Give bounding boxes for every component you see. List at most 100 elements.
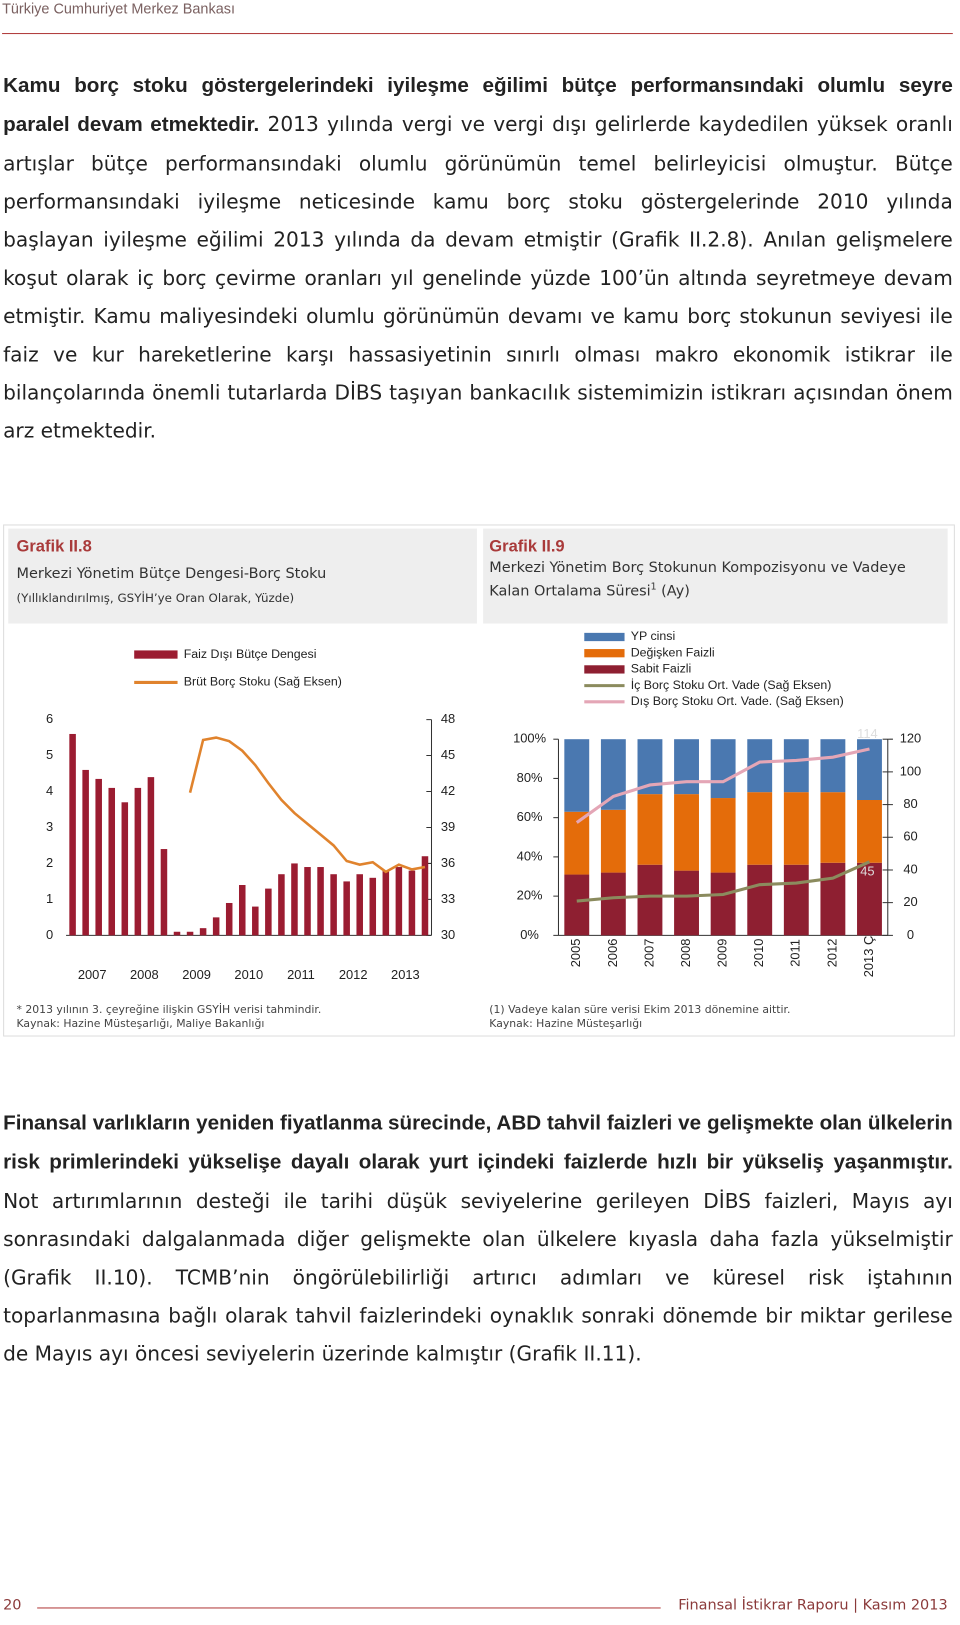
legend-label: Değişken Faizli [631, 645, 715, 659]
y-tick-label: 3 [46, 819, 53, 834]
legend-label: İç Borç Stoku Ort. Vade (Sağ Eksen) [631, 678, 832, 692]
legend-swatch [584, 632, 625, 642]
bar [160, 849, 168, 936]
bar-segment [857, 739, 882, 801]
legend-swatch [134, 650, 178, 659]
x-tick-label: 2006 [605, 939, 620, 968]
y-tick-label: 40% [517, 848, 543, 863]
x-tick-label: 2008 [130, 967, 159, 982]
x-tick-label: 2009 [182, 967, 211, 982]
data-label: 45 [860, 864, 874, 879]
y2-tick-label: 36 [441, 855, 455, 870]
y-tick-label: 6 [46, 711, 53, 726]
page-number: 20 [3, 1597, 22, 1614]
y-tick-label: 1 [46, 891, 53, 906]
x-tick-label: 2007 [78, 967, 107, 982]
bar-segment [637, 794, 663, 865]
chart-label: Grafik II.8 [16, 537, 92, 556]
bar [199, 928, 207, 936]
x-tick-label: 2010 [751, 939, 766, 968]
chart-panel [3, 524, 955, 1037]
y2-tick-label: 80 [903, 796, 917, 811]
bar-segment [820, 792, 846, 863]
bar [186, 931, 194, 936]
chart-title-box [8, 528, 477, 624]
legend-swatch [584, 649, 625, 658]
bar-segment [564, 739, 590, 812]
bar [278, 874, 285, 936]
x-tick-label: 2013 [391, 967, 420, 982]
chart-note: Kaynak: Hazine Müsteşarlığı, Maliye Baka… [16, 1017, 265, 1031]
legend-label: Brüt Borç Stoku (Sağ Eksen) [184, 675, 342, 689]
bar [265, 888, 272, 936]
x-tick-label: 2005 [568, 939, 583, 968]
legend-swatch [584, 665, 625, 674]
y2-tick-label: 0 [907, 927, 914, 942]
bar [69, 733, 76, 936]
x-tick-label: 2007 [641, 939, 656, 968]
chart-note: Kaynak: Hazine Müsteşarlığı [489, 1017, 643, 1031]
x-tick-label: 2013 Ç3 [861, 929, 876, 978]
header-institution: Türkiye Cumhuriyet Merkez Bankası [2, 0, 235, 17]
legend-label: YP cinsi [631, 629, 675, 643]
y2-tick-label: 20 [903, 894, 917, 909]
footer-rule [37, 1607, 661, 1609]
legend-label: Sabit Faizli [631, 662, 692, 676]
bar-segment [783, 792, 809, 865]
chart: 0% 20% 40% 60% 80% 100% 0 20 40 60 80 100 120 2005 200… [513, 629, 922, 978]
bar [382, 870, 390, 936]
bar-segment [783, 864, 809, 936]
bar [408, 870, 416, 936]
y2-tick-label: 42 [441, 783, 455, 798]
line [575, 747, 870, 824]
bar-segment [857, 800, 882, 863]
chart-title-text: Merkezi Yönetim Borç Stokunun Kompozisyo… [489, 559, 906, 600]
chart-note: (1) Vadeye kalan süre verisi Ekim 2013 d… [489, 1003, 791, 1016]
x-tick-label: 2011 [788, 939, 803, 967]
bar-segment [820, 739, 846, 793]
bar-segment [637, 864, 663, 936]
legend-label: Faiz Dışı Bütçe Dengesi [184, 647, 317, 661]
bar [330, 874, 337, 936]
x-tick-label: 2012 [824, 939, 839, 968]
bar [173, 931, 181, 936]
bar [238, 885, 246, 936]
y2-tick-label: 120 [900, 731, 922, 746]
bar-segment [600, 872, 626, 936]
y2-tick-label: 100 [900, 763, 922, 778]
line [576, 860, 871, 903]
bar [225, 902, 233, 936]
bar [369, 877, 377, 936]
y-tick-label: 5 [46, 747, 53, 762]
y-tick-label: 80% [517, 770, 543, 785]
bar-segment [674, 870, 699, 936]
bar-segment [674, 794, 699, 871]
y2-tick-label: 48 [441, 711, 455, 726]
bar [291, 863, 298, 936]
y2-tick-label: 30 [441, 927, 455, 942]
paragraph-lead: Kamu borç stoku göstergelerindeki iyileş… [3, 74, 953, 137]
chart-label: Grafik II.9 [489, 537, 565, 556]
y-tick-label: 2 [46, 855, 53, 870]
x-tick-label: 2011 [287, 967, 315, 982]
x-tick-label: 2010 [234, 967, 263, 982]
bar [395, 867, 403, 936]
y2-tick-label: 39 [441, 819, 455, 834]
data-label: 114 [857, 726, 878, 741]
bar-segment [747, 792, 773, 865]
bar [108, 787, 116, 936]
bar [147, 777, 155, 936]
bar-segment [710, 739, 736, 799]
bar [134, 787, 142, 936]
paragraph: Finansal varlıkların yeniden fiyatlanma … [3, 1104, 953, 1373]
bar [121, 802, 129, 936]
x-tick-label: 2009 [715, 939, 730, 968]
bar-segment [747, 864, 773, 936]
x-tick-label: 2012 [339, 967, 368, 982]
y-tick-label: 4 [46, 783, 53, 798]
bar-segment [857, 862, 882, 936]
paragraph-text: 2013 yılında vergi ve vergi dışı gelirle… [3, 112, 953, 443]
chart-title-box [483, 528, 948, 624]
